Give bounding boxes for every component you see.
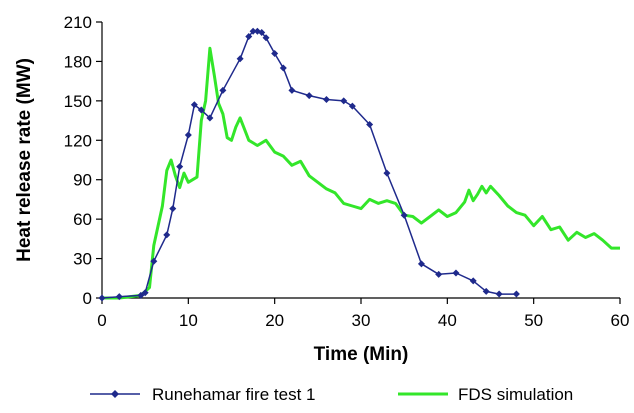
y-tick-label: 60 bbox=[73, 210, 92, 229]
data-point bbox=[452, 269, 460, 277]
data-point bbox=[169, 205, 177, 213]
x-tick-label: 40 bbox=[438, 311, 457, 330]
axes: 0 30 60 90 120 150 180 210 0 10 20 30 40 50 60 bbox=[64, 13, 630, 330]
series-line-fds-simulation bbox=[102, 46, 620, 300]
data-point bbox=[163, 231, 171, 239]
series-layer bbox=[98, 27, 620, 302]
data-point bbox=[249, 27, 257, 35]
data-point bbox=[383, 169, 391, 177]
data-point bbox=[348, 102, 356, 110]
data-point bbox=[190, 101, 198, 109]
legend: Runehamar fire test 1 FDS simulation bbox=[90, 385, 573, 404]
legend-label: Runehamar fire test 1 bbox=[152, 385, 315, 404]
data-point bbox=[482, 287, 490, 295]
data-point bbox=[206, 114, 214, 122]
data-point bbox=[219, 86, 227, 94]
x-tick-label: 50 bbox=[524, 311, 543, 330]
x-tick-label: 20 bbox=[265, 311, 284, 330]
data-point bbox=[98, 294, 106, 302]
data-point bbox=[176, 163, 184, 171]
data-point bbox=[115, 293, 123, 301]
y-tick-label: 150 bbox=[64, 92, 92, 111]
data-point bbox=[141, 289, 149, 297]
x-tick-label: 10 bbox=[179, 311, 198, 330]
legend-marker bbox=[111, 390, 119, 398]
y-tick-label: 210 bbox=[64, 13, 92, 32]
data-point bbox=[417, 260, 425, 268]
data-point bbox=[322, 96, 330, 104]
y-tick-label: 180 bbox=[64, 52, 92, 71]
data-point bbox=[258, 29, 266, 37]
data-point bbox=[271, 50, 279, 58]
data-point bbox=[469, 277, 477, 285]
data-point bbox=[236, 55, 244, 63]
data-point bbox=[435, 270, 443, 278]
x-tick-label: 60 bbox=[611, 311, 630, 330]
data-point bbox=[288, 86, 296, 94]
data-point bbox=[512, 290, 520, 298]
data-point bbox=[279, 64, 287, 72]
data-point bbox=[245, 32, 253, 40]
x-tick-label: 0 bbox=[97, 311, 106, 330]
data-point bbox=[400, 211, 408, 219]
y-tick-label: 30 bbox=[73, 250, 92, 269]
x-axis-title: Time (Min) bbox=[314, 344, 409, 365]
data-point bbox=[495, 290, 503, 298]
data-point bbox=[184, 131, 192, 139]
data-point bbox=[262, 34, 270, 42]
y-axis-title: Heat release rate (MW) bbox=[14, 58, 35, 262]
y-tick-label: 120 bbox=[64, 131, 92, 150]
legend-label: FDS simulation bbox=[458, 385, 573, 404]
y-tick-label: 90 bbox=[73, 171, 92, 190]
data-point bbox=[150, 257, 158, 265]
data-point bbox=[340, 97, 348, 105]
data-point bbox=[366, 121, 374, 129]
series-line-runehamar-fire-test-1 bbox=[101, 30, 517, 299]
x-tick-label: 30 bbox=[352, 311, 371, 330]
y-tick-label: 0 bbox=[83, 289, 92, 308]
data-point bbox=[197, 106, 205, 114]
data-point bbox=[305, 92, 313, 100]
